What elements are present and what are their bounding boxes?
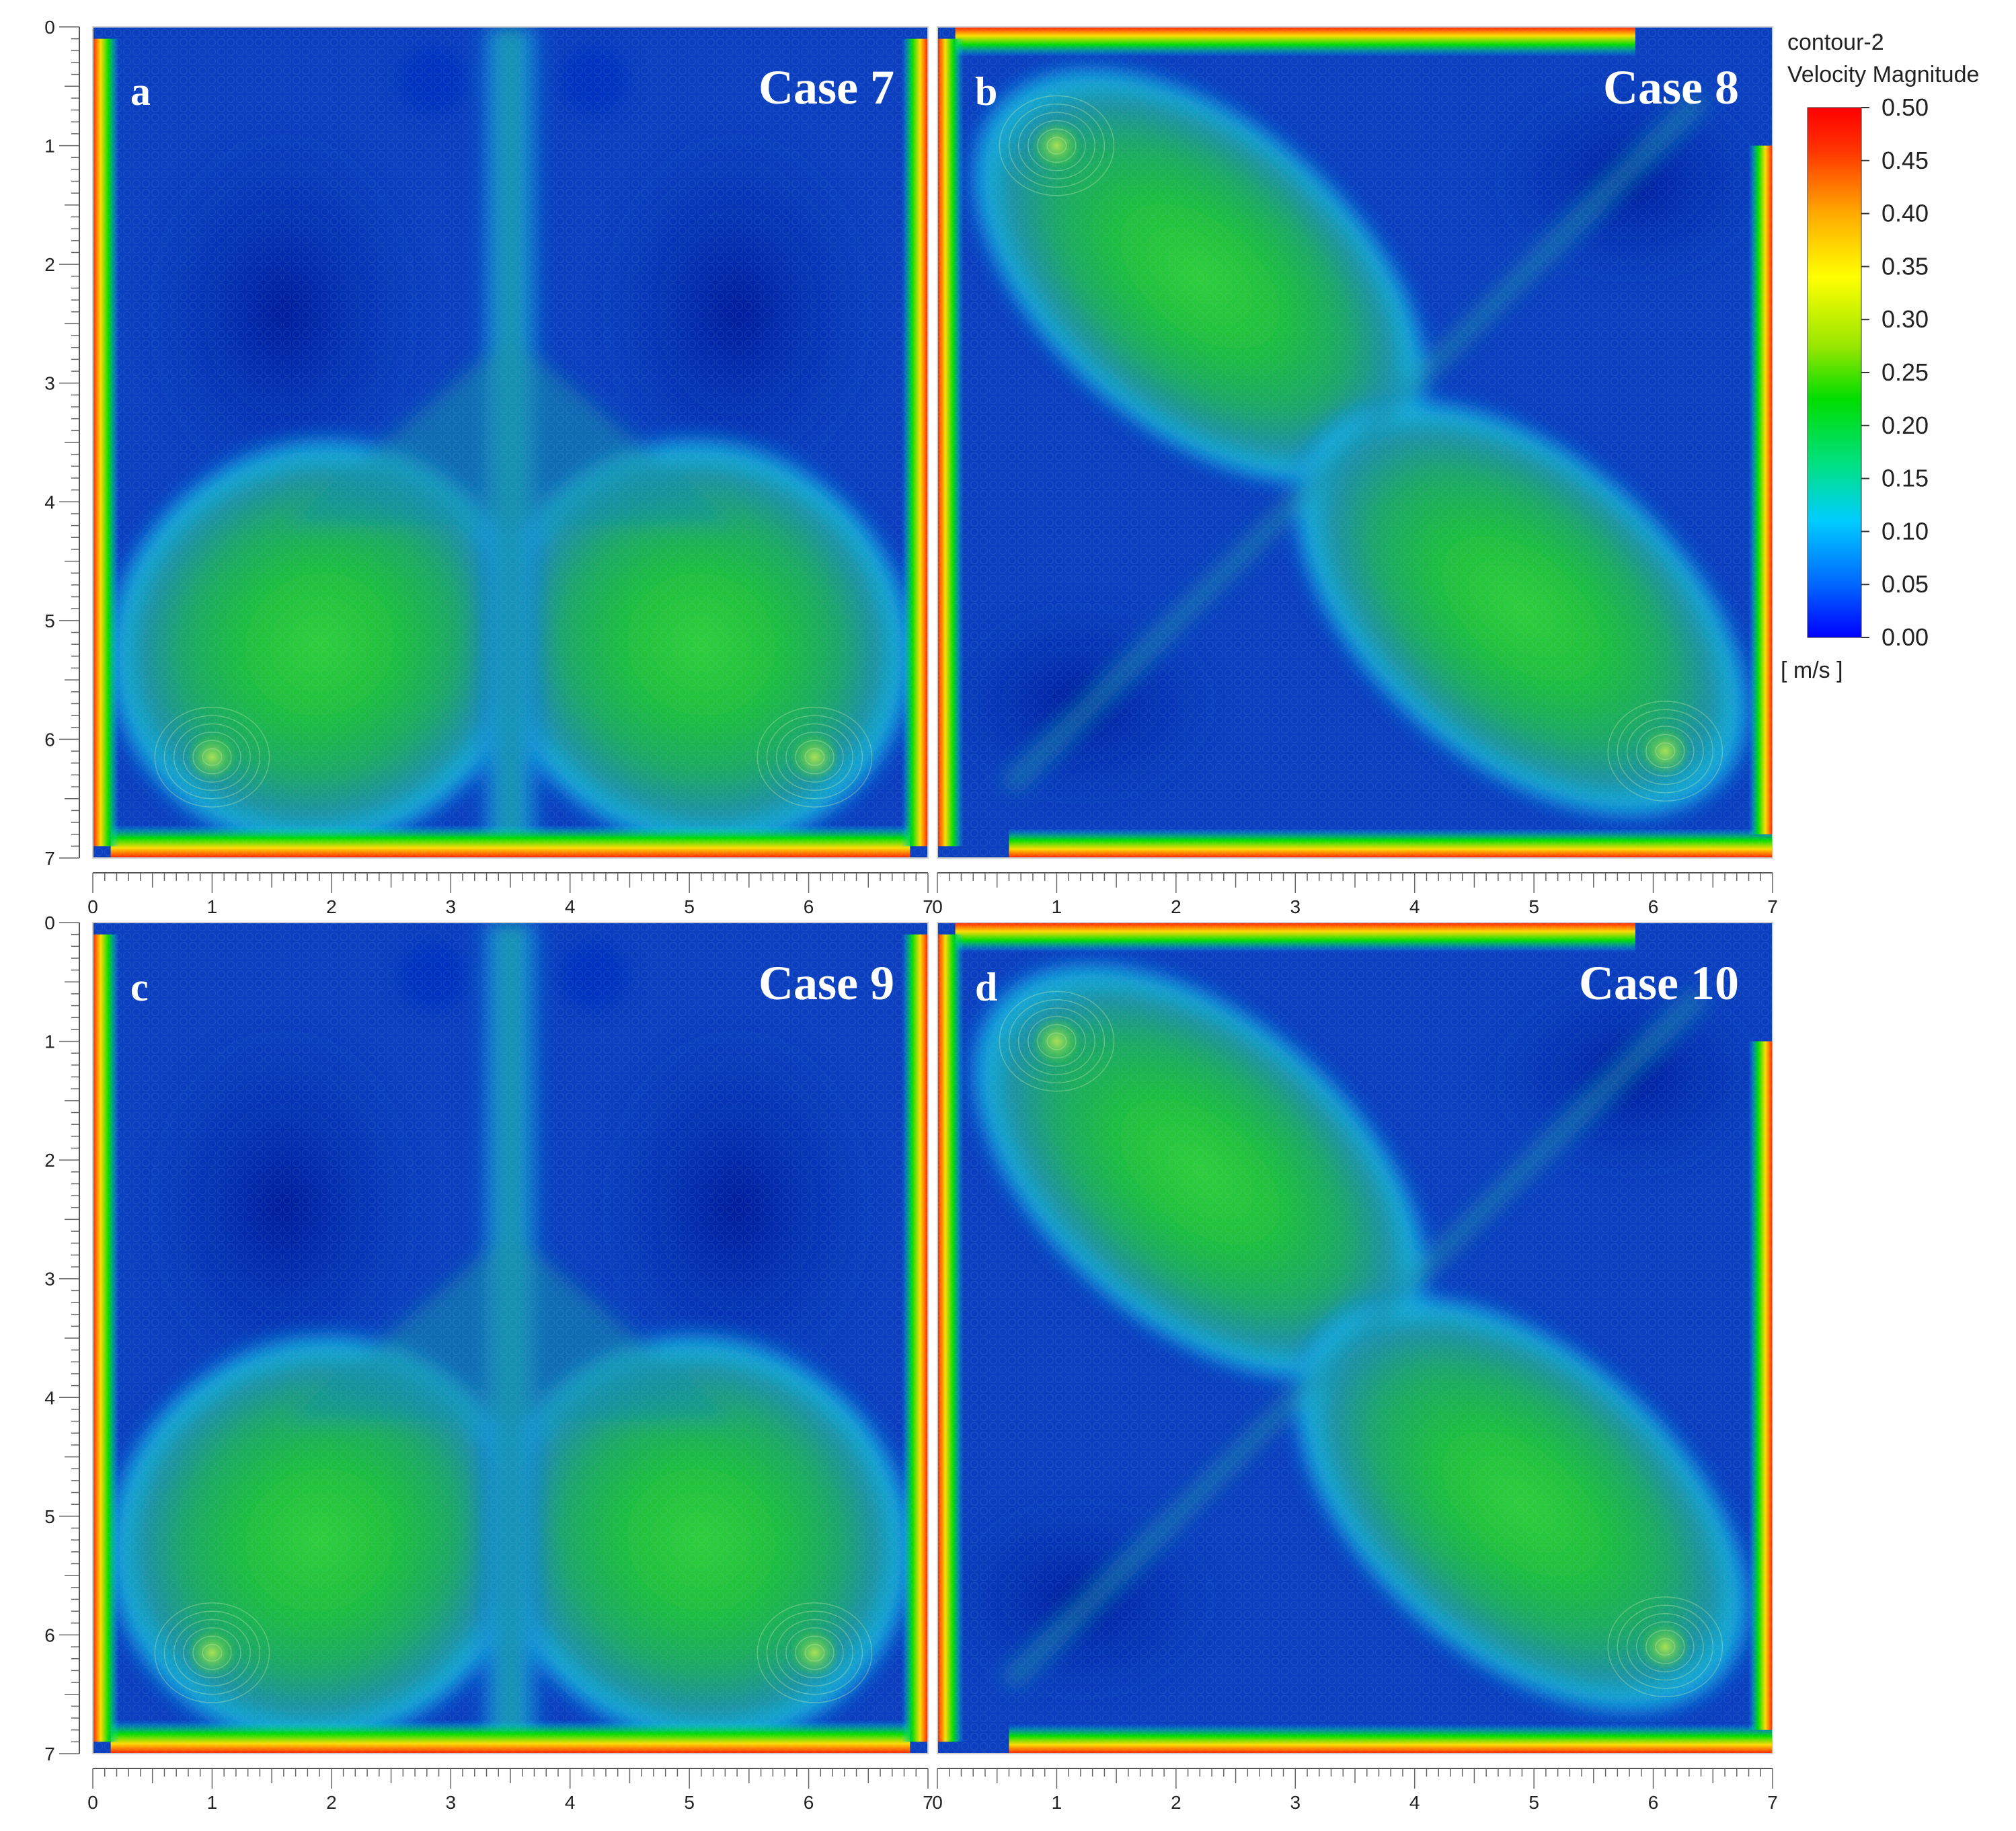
x-tick-label: 3	[1290, 896, 1301, 917]
panel-case-title: Case 9	[759, 956, 894, 1010]
x-tick-label: 1	[1052, 1792, 1062, 1813]
vortex-core	[1639, 1621, 1692, 1674]
contour-panel-b: b Case 8 0 1 2 3 4 5 6 7	[932, 26, 1778, 917]
x-tick-label: 4	[565, 1792, 576, 1813]
y-tick-label: 2	[44, 254, 55, 275]
x-tick-label: 0	[87, 896, 98, 917]
vortex-core	[1030, 1015, 1083, 1068]
colorbar-tick-label: 0.10	[1882, 517, 1929, 545]
colorbar-tick-label: 0.35	[1882, 252, 1929, 280]
vortex-core	[1030, 119, 1083, 172]
panel-letter: a	[130, 69, 151, 114]
contour-panel-d: d Case 10 0 1 2 3 4 5 6 7	[932, 922, 1778, 1813]
x-tick-label: 4	[1409, 896, 1420, 917]
x-tick-label: 5	[684, 896, 695, 917]
y-tick-label: 3	[44, 373, 55, 394]
x-tick-label: 1	[207, 896, 218, 917]
panel-letter: c	[130, 965, 149, 1009]
y-tick-label: 5	[44, 1506, 55, 1527]
y-tick-label: 0	[44, 17, 55, 38]
y-tick-label: 2	[44, 1150, 55, 1171]
x-tick-label: 7	[923, 1792, 933, 1813]
velocity-field	[937, 27, 1773, 858]
velocity-field	[93, 27, 928, 858]
x-tick-label: 1	[207, 1792, 218, 1813]
x-tick-label: 3	[445, 896, 456, 917]
y-tick-label: 1	[44, 136, 55, 157]
x-tick-label: 7	[1767, 1792, 1778, 1813]
x-tick-label: 4	[565, 896, 576, 917]
x-tick-label: 0	[932, 1792, 943, 1813]
vortex-core	[186, 730, 239, 783]
x-tick-label: 7	[1767, 896, 1778, 917]
vortex-core	[788, 730, 841, 783]
contour-panel-c: c Case 9 0 1 2 3 4 5 6 7 0 1 2 3 4 5 6 7	[44, 912, 933, 1813]
x-tick-label: 6	[1648, 896, 1659, 917]
x-tick-label: 6	[1648, 1792, 1659, 1813]
y-tick-label: 6	[44, 729, 55, 750]
x-tick-label: 4	[1409, 1792, 1420, 1813]
vortex-core	[1639, 725, 1692, 778]
x-tick-label: 2	[326, 896, 337, 917]
colorbar-tick-label: 0.20	[1882, 412, 1929, 439]
legend-title-line1: contour-2	[1787, 30, 1884, 55]
panel-case-title: Case 10	[1579, 956, 1739, 1010]
y-tick-label: 7	[44, 1744, 55, 1764]
x-tick-label: 7	[923, 896, 933, 917]
colorbar	[1807, 107, 1862, 638]
velocity-field	[937, 923, 1773, 1754]
panel-frame	[92, 26, 929, 859]
panel-case-title: Case 8	[1603, 61, 1739, 114]
colorbar-tick-label: 0.30	[1882, 305, 1929, 333]
x-tick-label: 2	[326, 1792, 337, 1813]
y-tick-label: 4	[44, 492, 55, 512]
colorbar-tick-label: 0.50	[1882, 93, 1929, 121]
legend-title-line2: Velocity Magnitude	[1787, 62, 1979, 87]
colorbar-tick-label: 0.25	[1882, 358, 1929, 386]
x-tick-label: 5	[1528, 1792, 1539, 1813]
contour-panel-a: a Case 7 0 1 2 3 4 5 6 7 0 1 2 3 4 5 6 7	[44, 17, 933, 917]
y-tick-label: 3	[44, 1269, 55, 1290]
panel-frame	[92, 922, 929, 1754]
x-tick-label: 6	[804, 1792, 814, 1813]
x-tick-label: 0	[932, 896, 943, 917]
panel-frame	[937, 922, 1773, 1754]
x-tick-label: 1	[1052, 896, 1062, 917]
vortex-core	[788, 1626, 841, 1679]
panel-case-title: Case 7	[759, 61, 894, 114]
y-tick-label: 6	[44, 1625, 55, 1645]
x-tick-label: 3	[1290, 1792, 1301, 1813]
x-tick-label: 6	[804, 896, 814, 917]
colorbar-tick-label: 0.15	[1882, 465, 1929, 492]
colorbar-tick-label: 0.05	[1882, 570, 1929, 598]
x-tick-label: 2	[1171, 1792, 1181, 1813]
colorbar-legend: contour-2 Velocity Magnitude 0.50 0.45 0.4…	[1781, 30, 1979, 683]
panel-frame	[937, 26, 1773, 859]
x-tick-label: 2	[1171, 896, 1181, 917]
x-tick-label: 5	[1528, 896, 1539, 917]
panel-letter: b	[975, 69, 997, 114]
y-tick-label: 7	[44, 848, 55, 869]
velocity-field	[93, 923, 928, 1754]
x-tick-label: 5	[684, 1792, 695, 1813]
x-tick-label: 3	[445, 1792, 456, 1813]
legend-unit: [ m/s ]	[1781, 658, 1843, 683]
colorbar-tick-label: 0.40	[1882, 200, 1929, 227]
x-tick-label: 0	[87, 1792, 98, 1813]
colorbar-tick-label: 0.45	[1882, 147, 1929, 174]
y-tick-label: 5	[44, 611, 55, 631]
y-tick-label: 0	[44, 912, 55, 933]
panel-letter: d	[975, 965, 997, 1009]
y-tick-label: 1	[44, 1031, 55, 1052]
vortex-core	[186, 1626, 239, 1679]
y-tick-label: 4	[44, 1387, 55, 1408]
colorbar-tick-label: 0.00	[1882, 623, 1929, 651]
